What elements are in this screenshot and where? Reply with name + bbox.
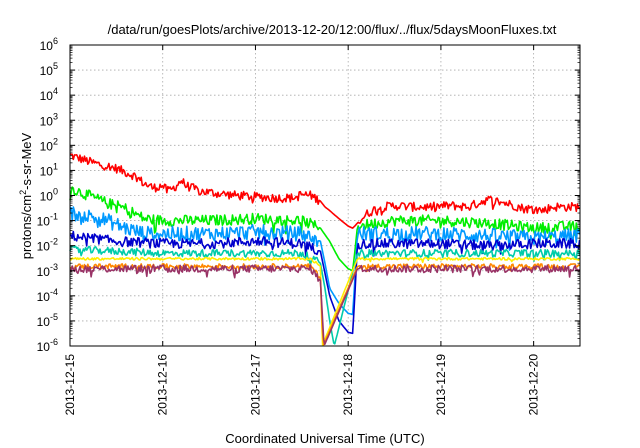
y-tick-label-base: 10 — [37, 240, 51, 254]
y-tick-label: 105 — [40, 61, 58, 78]
chart-title: /data/run/goesPlots/archive/2013-12-20/1… — [108, 22, 557, 37]
x-tick-labels: 2013-12-15 2013-12-16 2013-12-17 2013-12-18… — [63, 354, 541, 416]
y-tick-label-base: 10 — [40, 89, 54, 103]
y-tick-label-exp: 6 — [53, 36, 58, 46]
y-tick-label-base: 10 — [40, 64, 54, 78]
y-tick-label-base: 10 — [37, 215, 51, 229]
y-tick-label-base: 10 — [40, 139, 54, 153]
y-tick-label-base: 10 — [37, 265, 51, 279]
series-line — [69, 206, 581, 316]
y-axis-label-sup: 2 — [18, 190, 28, 195]
y-tick-label: 104 — [40, 86, 58, 103]
y-tick-label-exp: 5 — [53, 61, 58, 71]
y-tick-label: 101 — [40, 161, 58, 178]
x-tick-label: 2013-12-19 — [434, 354, 448, 416]
y-axis-label: protons/cm2-s-sr-MeV — [18, 132, 34, 259]
y-tick-labels: 10-610-510-410-310-210-11001011021031041… — [37, 36, 58, 354]
y-tick-label-base: 10 — [37, 340, 51, 354]
y-axis-label-rest: -s-sr-MeV — [19, 132, 34, 189]
y-tick-label: 106 — [40, 36, 58, 53]
y-tick-label-base: 10 — [40, 164, 54, 178]
y-tick-label-base: 10 — [37, 290, 51, 304]
x-axis-label: Coordinated Universal Time (UTC) — [225, 431, 424, 446]
y-tick-label-exp: 3 — [53, 111, 58, 121]
y-tick-label-exp: 1 — [53, 161, 58, 171]
series-line — [69, 245, 581, 345]
y-tick-label-exp: -1 — [50, 212, 58, 222]
y-tick-label-base: 10 — [37, 315, 51, 329]
x-tick-label: 2013-12-17 — [248, 354, 262, 416]
y-tick-label-exp: -6 — [50, 337, 58, 347]
y-tick-label: 10-2 — [37, 237, 58, 254]
y-tick-label-base: 10 — [40, 190, 54, 204]
series-line — [69, 230, 581, 335]
y-tick-label-base: 10 — [40, 39, 54, 53]
series-line — [69, 186, 581, 272]
grid — [70, 45, 580, 346]
y-tick-label-exp: -4 — [50, 287, 58, 297]
y-tick-label: 10-6 — [37, 337, 58, 354]
y-tick-label: 10-3 — [37, 262, 58, 279]
series-line — [69, 153, 581, 229]
x-tick-label: 2013-12-18 — [341, 354, 355, 416]
x-tick-label: 2013-12-15 — [63, 354, 77, 416]
series-line — [69, 264, 581, 346]
y-tick-label: 102 — [40, 136, 58, 153]
x-tick-label: 2013-12-20 — [527, 354, 541, 416]
y-tick-label-exp: 2 — [53, 136, 58, 146]
y-tick-label-exp: 4 — [53, 86, 58, 96]
y-tick-label-exp: -2 — [50, 237, 58, 247]
y-axis-label-base: protons/cm — [19, 195, 34, 259]
y-tick-label: 103 — [40, 111, 58, 128]
y-tick-label-exp: -3 — [50, 262, 58, 272]
series-layer — [69, 153, 581, 346]
y-tick-label: 10-5 — [37, 312, 58, 329]
y-tick-label: 100 — [40, 187, 58, 204]
y-tick-label: 10-1 — [37, 212, 58, 229]
x-tick-label: 2013-12-16 — [156, 354, 170, 416]
y-tick-label-base: 10 — [40, 114, 54, 128]
y-tick-label: 10-4 — [37, 287, 58, 304]
y-tick-label-exp: 0 — [53, 187, 58, 197]
series-line — [69, 256, 581, 346]
tick-marks — [69, 44, 580, 347]
y-tick-label-exp: -5 — [50, 312, 58, 322]
